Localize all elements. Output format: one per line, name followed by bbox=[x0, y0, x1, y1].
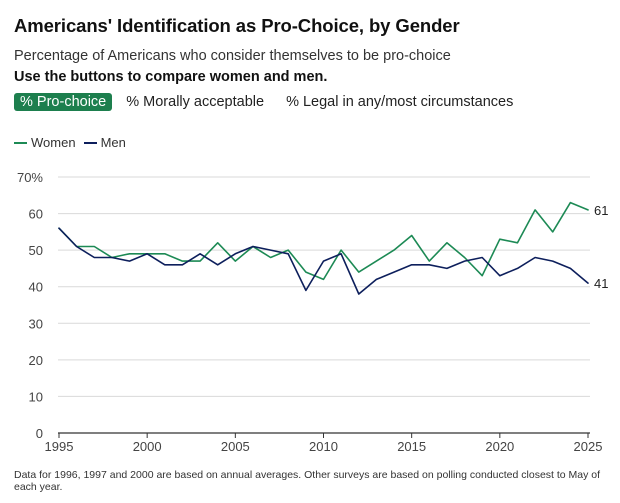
pro-choice-button[interactable]: % Pro-choice bbox=[14, 93, 113, 111]
legend-label-women: Women bbox=[31, 135, 76, 150]
legend-swatch-men bbox=[83, 141, 97, 144]
legend-swatch-women bbox=[14, 141, 27, 144]
series-line-women bbox=[58, 201, 589, 281]
morally-acceptable-button[interactable]: % Morally acceptable bbox=[120, 93, 270, 111]
chart-subtitle: Percentage of Americans who consider the… bbox=[14, 48, 451, 64]
y-tick-label: 60 bbox=[29, 207, 43, 222]
legend-item-women: Women bbox=[14, 135, 76, 150]
legal-circumstances-button[interactable]: % Legal in any/most circumstances bbox=[280, 93, 519, 111]
x-tick-label: 2010 bbox=[309, 439, 338, 454]
y-tick-label: 40 bbox=[29, 280, 43, 295]
y-tick-label: 20 bbox=[29, 353, 43, 368]
y-tick-label: 0 bbox=[36, 426, 43, 441]
chart-legend: Women Men bbox=[14, 135, 134, 150]
legend-label-men: Men bbox=[100, 135, 126, 150]
x-tick-label: 2000 bbox=[133, 439, 162, 454]
x-tick-label: 2020 bbox=[485, 439, 514, 454]
y-tick-label: 30 bbox=[29, 316, 43, 331]
line-chart: 0 10 20 30 40 50 60 70% 1995 2000 2005 2010 2015 2020… bbox=[17, 170, 609, 454]
x-tick-label: 1995 bbox=[45, 439, 74, 454]
x-tick-label: 2005 bbox=[221, 439, 250, 454]
metric-toggle-group: % Pro-choice % Morally acceptable % Lega… bbox=[14, 93, 529, 111]
series-line-men bbox=[58, 227, 589, 295]
chart-title: Americans' Identification as Pro-Choice,… bbox=[14, 15, 460, 36]
footnote: Data for 1996, 1997 and 2000 are based o… bbox=[14, 469, 601, 493]
end-label-men: 41 bbox=[594, 276, 608, 291]
x-tick-label: 2025 bbox=[574, 439, 603, 454]
x-tick-label: 2015 bbox=[397, 439, 426, 454]
y-tick-label: 10 bbox=[29, 389, 43, 404]
legend-item-men: Men bbox=[83, 135, 126, 150]
y-tick-label: 50 bbox=[29, 243, 43, 258]
instruction-text: Use the buttons to compare women and men… bbox=[14, 69, 328, 85]
y-tick-label: 70% bbox=[17, 170, 43, 185]
end-label-women: 61 bbox=[594, 203, 608, 218]
